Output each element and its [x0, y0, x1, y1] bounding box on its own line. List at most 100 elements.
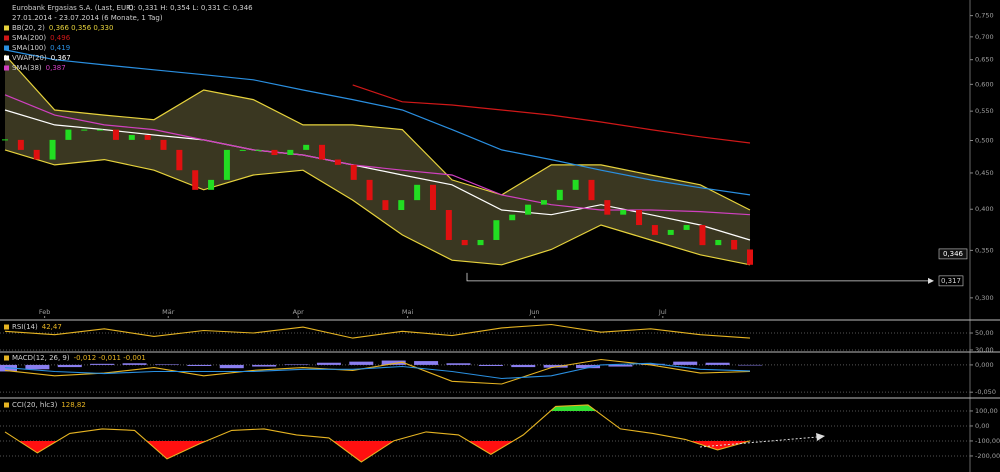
- y-tick-label: 0,000: [975, 361, 994, 369]
- legend-name: RSI(14): [12, 323, 38, 331]
- candle: [699, 225, 706, 246]
- candle: [223, 149, 230, 180]
- histogram-bar: [738, 364, 762, 366]
- legend-name: SMA(200): [12, 34, 46, 42]
- x-tick-label: Mär: [162, 308, 175, 316]
- legend-value: 0,366 0,356 0,330: [49, 24, 114, 32]
- histogram-bar: [284, 364, 309, 365]
- ohlc-label: O: 0,331 H: 0,354 L: 0,331 C: 0,346: [128, 4, 253, 12]
- candle: [319, 144, 326, 160]
- candle: [112, 129, 119, 140]
- x-tick-label: Jul: [658, 308, 667, 316]
- y-tick-label: 0,500: [975, 137, 994, 145]
- indicator-line: [4, 362, 751, 380]
- histogram-bar: [478, 364, 503, 366]
- y-tick-label: 0,550: [975, 107, 994, 115]
- candle: [667, 229, 674, 235]
- chart-title: Eurobank Ergasias S.A. (Last, EUR): [12, 4, 134, 12]
- histogram-bar: [349, 361, 374, 365]
- histogram-bar: [381, 360, 406, 365]
- histogram-bar: [154, 364, 179, 365]
- candle: [509, 214, 516, 221]
- legend-swatch: [4, 35, 9, 41]
- indicator-line: [4, 358, 751, 385]
- candle: [239, 149, 246, 151]
- cci-fill: [18, 440, 750, 462]
- candle: [382, 200, 389, 211]
- histogram-bar: [543, 364, 568, 368]
- candle: [33, 149, 40, 160]
- legend-name: SMA(100): [12, 44, 46, 52]
- legend-value: -0,012 -0,011 -0,001: [74, 354, 146, 362]
- y-tick-label: 30,00: [975, 346, 994, 354]
- y-tick-label: -0,050: [975, 388, 996, 396]
- candle: [414, 184, 421, 201]
- candle: [271, 149, 278, 156]
- legend-value: 0,387: [46, 64, 66, 72]
- candle: [255, 149, 262, 151]
- band-line: [4, 149, 751, 266]
- histogram-bar: [187, 364, 212, 366]
- candle: [334, 159, 341, 165]
- candle: [350, 164, 357, 180]
- candle: [128, 135, 135, 140]
- candle: [65, 129, 72, 140]
- histogram-bar: [705, 362, 730, 365]
- y-tick-label: 0,650: [975, 56, 994, 64]
- indicator-line: [4, 49, 751, 196]
- candle: [556, 189, 563, 201]
- legend-value: 0,419: [50, 44, 70, 52]
- trend-arrowhead: [816, 432, 825, 441]
- histogram-bar: [90, 363, 115, 365]
- band-fill: [5, 54, 750, 265]
- price-tag-label: 0,346: [943, 250, 964, 258]
- candle: [636, 210, 643, 226]
- candle: [208, 179, 215, 190]
- candle: [176, 149, 183, 171]
- indicator-line: [4, 323, 751, 339]
- candle: [461, 239, 468, 246]
- histogram-bar: [252, 364, 277, 367]
- chart-subtitle: 27.01.2014 - 23.07.2014 (6 Monate, 1 Tag…: [12, 14, 163, 22]
- indicator-line: [4, 404, 751, 463]
- candle: [97, 129, 104, 131]
- y-tick-label: 0,00: [975, 422, 989, 430]
- histogram-bar: [316, 362, 341, 365]
- legend-swatch: [4, 25, 9, 31]
- y-tick-label: 0,300: [975, 294, 994, 302]
- histogram-bar: [219, 364, 244, 369]
- price-tag: [938, 248, 968, 260]
- annotation-label: 0,317: [941, 277, 961, 285]
- candle: [620, 210, 627, 215]
- legend-name: MACD(12, 26, 9): [12, 354, 70, 362]
- indicator-line: [4, 94, 751, 216]
- candle: [715, 239, 722, 246]
- histogram-bar: [414, 361, 439, 365]
- legend-value: 0,367: [51, 54, 71, 62]
- histogram-bar: [608, 364, 633, 367]
- candle: [477, 239, 484, 246]
- candle: [192, 170, 199, 190]
- candle: [17, 139, 24, 150]
- histogram-bar: [576, 364, 601, 369]
- legend-name: SMA(38): [12, 64, 42, 72]
- histogram-bar: [25, 364, 50, 370]
- cci-fill: [550, 404, 597, 411]
- legend-swatch: [4, 45, 9, 51]
- y-tick-label: -200,00: [975, 452, 1000, 460]
- candle: [144, 135, 151, 140]
- y-tick-label: 0,700: [975, 33, 994, 41]
- candle: [525, 204, 532, 215]
- candle: [445, 210, 452, 240]
- legend-value: 0,496: [50, 34, 71, 42]
- legend-swatch: [4, 324, 9, 330]
- band-line: [4, 54, 751, 211]
- histogram-bar: [446, 363, 471, 365]
- annotation-line: [466, 272, 928, 282]
- histogram-bar: [122, 363, 147, 365]
- candle: [572, 179, 579, 190]
- candle: [303, 144, 310, 150]
- x-tick-label: Apr: [293, 308, 305, 316]
- legend-value: 42,47: [42, 323, 62, 331]
- y-tick-label: 0,750: [975, 12, 994, 20]
